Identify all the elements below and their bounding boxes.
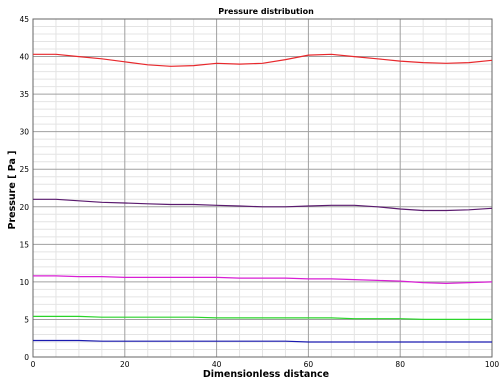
y-axis-label: Pressure [ Pa ] xyxy=(7,150,18,229)
y-tick-labels: 0 5 10 15 20 25 30 35 40 45 xyxy=(19,15,29,362)
y-tick-label: 35 xyxy=(19,90,29,99)
y-tick-label: 0 xyxy=(24,353,29,362)
y-tick-label: 30 xyxy=(19,128,29,137)
series-line-1 xyxy=(33,53,493,67)
x-tick-label: 60 xyxy=(304,360,314,369)
series-layer xyxy=(33,53,493,343)
x-tick-labels: 0 20 40 60 80 100 xyxy=(31,360,500,369)
x-tick-label: 80 xyxy=(395,360,405,369)
series-line-2 xyxy=(33,198,493,212)
y-tick-label: 15 xyxy=(19,240,29,249)
y-tick-label: 20 xyxy=(19,203,29,212)
y-tick-label: 25 xyxy=(19,165,29,174)
series-line-3 xyxy=(33,275,493,284)
y-tick-label: 5 xyxy=(24,315,29,324)
series-line-5 xyxy=(33,339,492,343)
y-tick-label: 40 xyxy=(19,53,29,62)
series-line-4 xyxy=(33,315,492,320)
y-tick-label: 10 xyxy=(19,278,29,287)
minor-grid xyxy=(33,19,492,357)
x-axis-label: Dimensionless distance xyxy=(203,369,329,379)
x-tick-label: 100 xyxy=(485,360,500,369)
x-tick-label: 40 xyxy=(212,360,222,369)
x-tick-label: 0 xyxy=(31,360,36,369)
plot-frame xyxy=(32,18,493,358)
y-tick-label: 45 xyxy=(19,15,29,24)
x-tick-label: 20 xyxy=(120,360,130,369)
chart-title: Pressure distribution xyxy=(218,7,314,16)
